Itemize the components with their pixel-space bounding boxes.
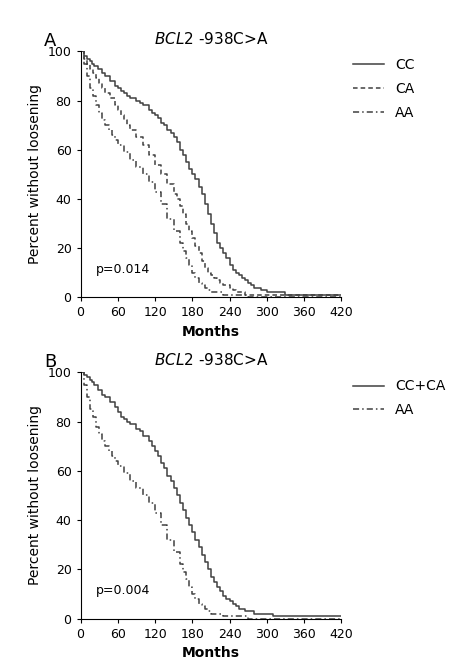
Legend: CC, CA, AA: CC, CA, AA [354,59,415,120]
Legend: CC+CA, AA: CC+CA, AA [354,380,446,417]
Y-axis label: Percent without loosening: Percent without loosening [28,405,42,586]
X-axis label: Months: Months [182,325,240,339]
Title: $\mathit{BCL2}$ -938C>A: $\mathit{BCL2}$ -938C>A [154,353,268,368]
X-axis label: Months: Months [182,646,240,658]
Title: $\mathit{BCL2}$ -938C>A: $\mathit{BCL2}$ -938C>A [154,32,268,47]
Text: B: B [44,353,56,370]
Text: p=0.014: p=0.014 [96,263,150,276]
Y-axis label: Percent without loosening: Percent without loosening [28,84,42,265]
Text: p=0.004: p=0.004 [96,584,151,597]
Text: A: A [44,32,56,49]
